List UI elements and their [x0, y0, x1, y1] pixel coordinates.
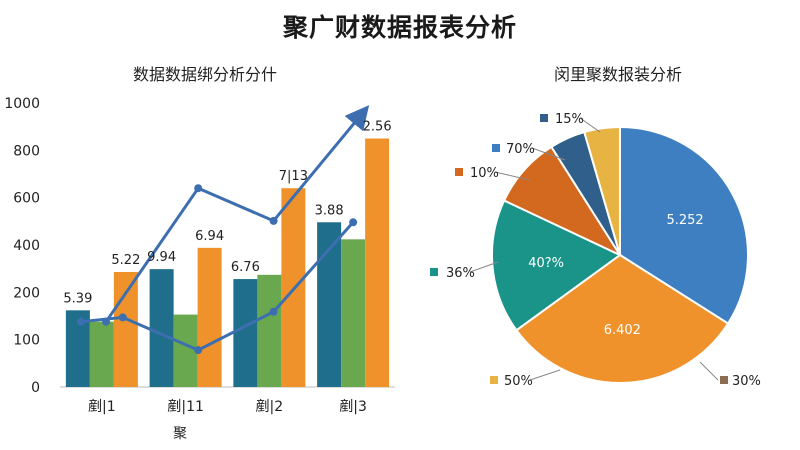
pie-slices [491, 125, 749, 384]
pie-slice [491, 199, 622, 332]
line-point [194, 184, 203, 193]
bar [89, 321, 114, 387]
series-line [104, 105, 370, 323]
bar [149, 269, 174, 387]
pie-chart-title: 闵里聚数报装分析 [554, 65, 682, 84]
bar [173, 314, 198, 387]
y-tick-label: 200 [13, 285, 40, 301]
data-label: 2.56 [363, 120, 392, 135]
pie-outer-label: 15% [555, 112, 584, 127]
pie-inner-label: 6.402 [604, 323, 641, 338]
pie-inner-label: 40?% [528, 256, 564, 271]
pie-inner-label: 5.252 [666, 213, 703, 228]
bar-axis: 0 100 200 400 600 800 1000 剷|1 剷|11 剷|2 剷|3 [4, 96, 395, 415]
pie-slice [583, 125, 621, 256]
line-point [269, 307, 278, 316]
line-point [349, 218, 358, 227]
pie-outer-label: 36% [446, 266, 475, 281]
bar-series [65, 138, 390, 387]
pie-leader-line [529, 369, 561, 381]
x-tick-label: 剷|1 [88, 399, 116, 415]
bar [341, 239, 366, 387]
data-label: 5.39 [63, 291, 92, 306]
bar-chart-title: 数据数据绑分析分什 [133, 65, 277, 84]
x-tick-label: 剷|2 [256, 399, 284, 415]
y-tick-label: 800 [13, 143, 40, 159]
pie-leader-line [469, 261, 499, 273]
data-label: 3.88 [315, 203, 344, 218]
pie-legend-swatch [455, 168, 463, 176]
line-series [76, 105, 370, 355]
data-label: 6.76 [231, 260, 260, 275]
line-point [194, 346, 203, 355]
data-label: 5.22 [111, 253, 140, 268]
pie-legend-swatch [430, 268, 438, 276]
line-point [76, 317, 85, 326]
y-tick-label: 1000 [4, 96, 40, 112]
y-tick-label: 400 [13, 238, 40, 254]
pie-leader-line [494, 171, 531, 181]
pie-leader-line [579, 117, 601, 133]
y-tick-label: 0 [31, 380, 40, 396]
pie-outer-label: 10% [470, 166, 499, 181]
line-point [118, 313, 127, 322]
bar [197, 247, 222, 387]
pie-outer-label: 70% [506, 142, 535, 157]
bar-data-labels: 5.39 5.22 9.94 6.94 6.76 7|13 3.88 2.56 [63, 120, 391, 307]
pie-legend-swatch [492, 144, 500, 152]
pie-outer-label: 30% [732, 374, 761, 389]
pie-legend-swatch [540, 114, 548, 122]
pie-legend-swatch [490, 376, 498, 384]
y-tick-label: 600 [13, 191, 40, 207]
page-title: 聚广财数据报表分析 [282, 13, 517, 42]
data-label: 7|13 [279, 169, 308, 184]
pie-leader-line [531, 147, 566, 161]
bar [257, 274, 282, 387]
data-label: 9.94 [147, 250, 176, 265]
pie-labels: 5.252 6.402 40?% 15% 70% 10% 36% 50% 30% [430, 112, 761, 389]
x-tick-label: 剷|11 [167, 399, 204, 415]
bar [233, 279, 258, 387]
pie-legend-swatch [720, 376, 728, 384]
y-tick-label: 100 [13, 333, 40, 349]
pie-leader-line [699, 361, 719, 381]
pie-slice [515, 253, 730, 384]
data-label: 6.94 [195, 229, 224, 244]
x-axis-label: 聚 [173, 426, 187, 442]
x-tick-label: 剷|3 [339, 399, 367, 415]
pie-outer-label: 50% [504, 374, 533, 389]
line-point [269, 216, 278, 225]
bar [365, 138, 390, 387]
